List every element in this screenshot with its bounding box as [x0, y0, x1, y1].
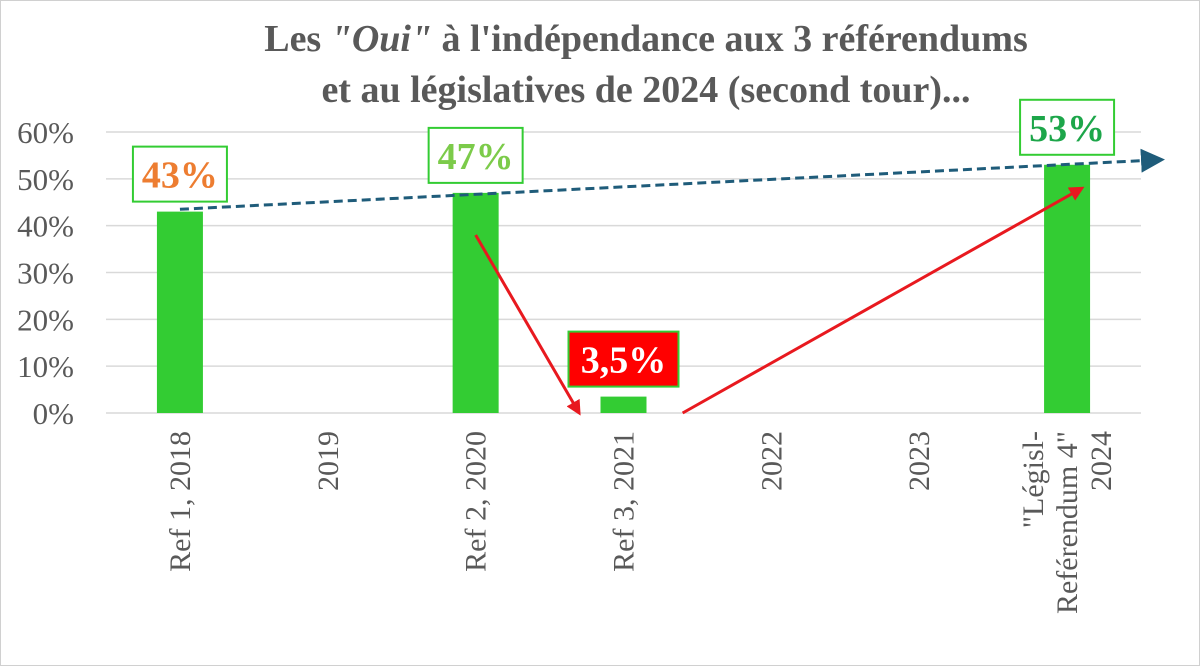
red-arrow-1 — [681, 186, 1085, 415]
trend-line — [179, 148, 1165, 211]
bar-0 — [156, 211, 203, 413]
x-category-label-line: 2019 — [312, 431, 345, 491]
chart-title-line-1: Les "Oui" à l'indépendance aux 3 référen… — [264, 18, 1028, 60]
data-label-box — [131, 145, 228, 203]
x-category-label: Ref 2, 2020 — [460, 431, 493, 572]
data-label-text: 53% — [1029, 108, 1105, 150]
y-tick-label: 30% — [17, 256, 74, 291]
x-category-label: 2019 — [312, 431, 345, 491]
y-tick-label: 40% — [17, 209, 74, 244]
data-label-box — [567, 330, 680, 388]
x-category-label-line: "Législ- — [1017, 431, 1050, 528]
data-label-text: 43% — [142, 155, 218, 197]
x-category-label: Ref 1, 2018 — [164, 431, 197, 572]
data-label: 47% — [427, 126, 524, 184]
x-category-label: Ref 3, 2021 — [608, 431, 641, 572]
bar-3 — [600, 396, 647, 413]
data-label: 43% — [131, 145, 228, 203]
data-label-box — [1019, 98, 1116, 156]
y-tick-label: 60% — [17, 115, 74, 150]
y-tick-label: 20% — [17, 302, 74, 337]
y-tick-label: 10% — [17, 349, 74, 384]
bar-6 — [1044, 164, 1091, 413]
x-category-label-line: Ref 3, 2021 — [608, 431, 641, 572]
x-category-label-line: Ref 2, 2020 — [460, 431, 493, 572]
x-category-label-line: Ref 1, 2018 — [164, 431, 197, 572]
x-category-label: "Législ- Reférendum 4" 2024 — [1017, 431, 1118, 614]
x-category-label-line: 2022 — [755, 431, 788, 491]
data-label-text: 47% — [438, 136, 514, 178]
data-label-box — [427, 126, 524, 184]
data-label: 53% — [1019, 98, 1116, 156]
data-label-text: 3,5% — [581, 340, 667, 382]
y-tick-label: 50% — [17, 162, 74, 197]
bar-2 — [452, 192, 499, 413]
x-category-label: 2022 — [755, 431, 788, 491]
x-category-label: 2023 — [903, 431, 936, 491]
red-arrow-0 — [474, 234, 581, 416]
y-tick-label: 0% — [33, 396, 74, 431]
chart-title-line-2: et au législatives de 2024 (second tour)… — [321, 69, 970, 111]
x-category-label-line: 2023 — [903, 431, 936, 491]
x-category-label-line: Reférendum 4" — [1051, 431, 1084, 614]
data-label: 3,5% — [567, 330, 680, 388]
x-category-label-line: 2024 — [1085, 431, 1118, 491]
